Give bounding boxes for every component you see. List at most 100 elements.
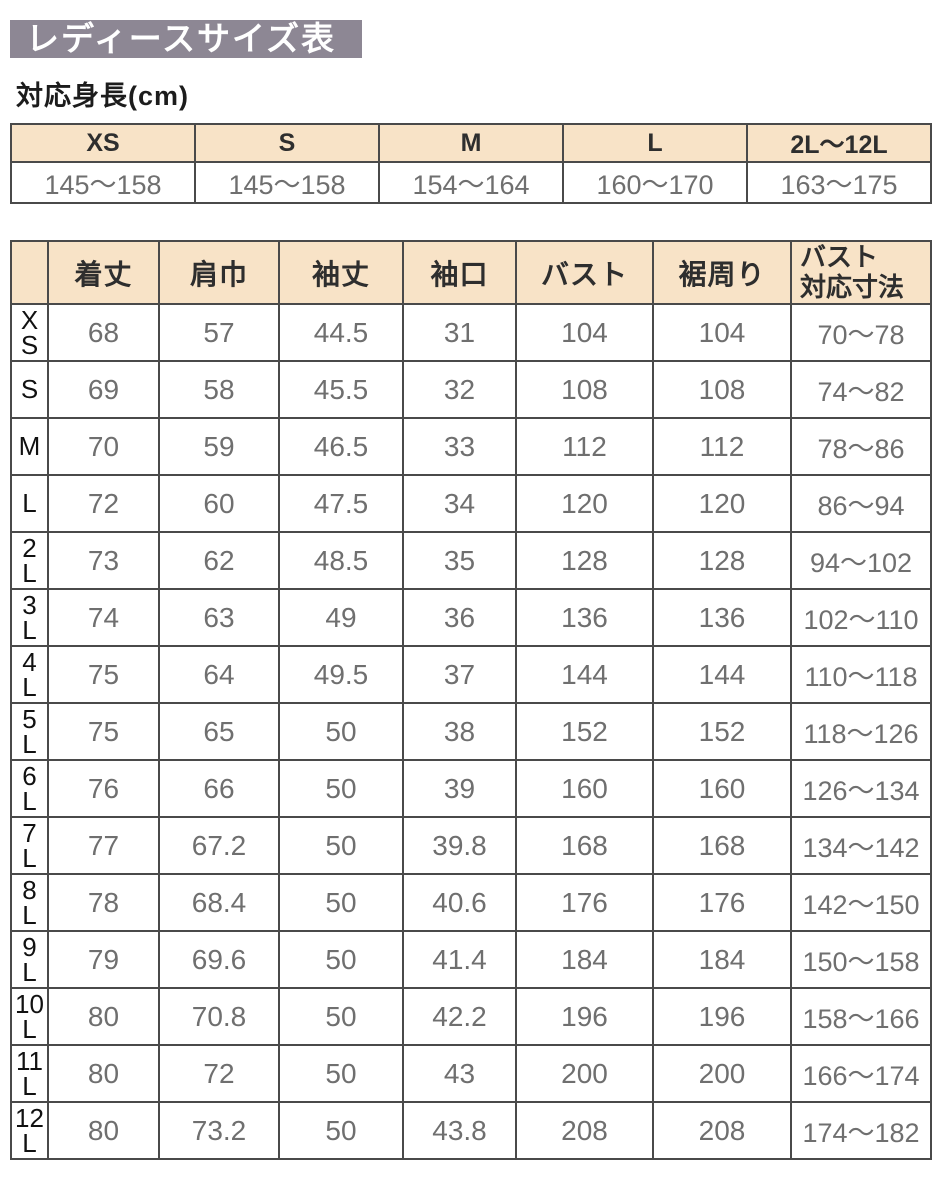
size-cell: 176 xyxy=(515,873,654,932)
height-table-value-row: 145～158 145～158 154～164 160～170 163～175 xyxy=(10,161,932,204)
size-cell: 112 xyxy=(515,417,654,476)
size-cell: 59 xyxy=(158,417,280,476)
size-cell: 45.5 xyxy=(278,360,404,419)
size-cell: 50 xyxy=(278,759,404,818)
size-cell: 50 xyxy=(278,1044,404,1103)
size-cell: 74 xyxy=(47,588,160,647)
size-cell: 73 xyxy=(47,531,160,590)
size-row: S 69 58 45.5 32 108 108 74～82 xyxy=(10,360,932,419)
size-row: 10 L 80 70.8 50 42.2 196 196 158～166 xyxy=(10,987,932,1046)
size-cell: 48.5 xyxy=(278,531,404,590)
size-cell: 42.2 xyxy=(402,987,517,1046)
size-cell: 108 xyxy=(652,360,792,419)
size-cell: 160 xyxy=(515,759,654,818)
size-cell: 69 xyxy=(47,360,160,419)
size-cell: 166～174 xyxy=(790,1044,932,1103)
size-cell: 37 xyxy=(402,645,517,704)
size-cell: 58 xyxy=(158,360,280,419)
size-cell: 50 xyxy=(278,987,404,1046)
size-cell: 86～94 xyxy=(790,474,932,533)
size-cell: 46.5 xyxy=(278,417,404,476)
size-cell: 72 xyxy=(158,1044,280,1103)
size-cell: 78 xyxy=(47,873,160,932)
size-cell: 208 xyxy=(652,1101,792,1160)
size-col-header: 肩巾 xyxy=(158,240,280,305)
size-cell: 120 xyxy=(652,474,792,533)
height-col-header: L xyxy=(562,123,748,163)
size-cell: 80 xyxy=(47,1101,160,1160)
size-cell: 184 xyxy=(652,930,792,989)
height-col-header: S xyxy=(194,123,380,163)
height-col-header: M xyxy=(378,123,564,163)
size-cell: 66 xyxy=(158,759,280,818)
size-cell: 68 xyxy=(47,303,160,362)
size-row: 9 L 79 69.6 50 41.4 184 184 150～158 xyxy=(10,930,932,989)
size-cell: 40.6 xyxy=(402,873,517,932)
size-cell: 38 xyxy=(402,702,517,761)
size-cell: 50 xyxy=(278,930,404,989)
size-cell: 104 xyxy=(652,303,792,362)
size-cell: 33 xyxy=(402,417,517,476)
size-cell: 126～134 xyxy=(790,759,932,818)
size-cell: 64 xyxy=(158,645,280,704)
size-row: 8 L 78 68.4 50 40.6 176 176 142～150 xyxy=(10,873,932,932)
size-cell: 152 xyxy=(652,702,792,761)
size-cell: 158～166 xyxy=(790,987,932,1046)
size-cell: 174～182 xyxy=(790,1101,932,1160)
size-cell: 50 xyxy=(278,1101,404,1160)
height-value-cell: 160～170 xyxy=(562,161,748,204)
page-title: レディースサイズ表 xyxy=(10,20,363,58)
size-cell: 31 xyxy=(402,303,517,362)
size-cell: 128 xyxy=(652,531,792,590)
size-cell: 43 xyxy=(402,1044,517,1103)
row-size-label: 11 L xyxy=(10,1044,49,1103)
size-cell: 39.8 xyxy=(402,816,517,875)
size-cell: 80 xyxy=(47,1044,160,1103)
row-size-label: 12 L xyxy=(10,1101,49,1160)
size-cell: 144 xyxy=(652,645,792,704)
height-value-cell: 145～158 xyxy=(10,161,196,204)
size-col-header: 着丈 xyxy=(47,240,160,305)
size-cell: 200 xyxy=(515,1044,654,1103)
size-cell: 65 xyxy=(158,702,280,761)
height-table-header-row: XS S M L 2L～12L xyxy=(10,123,932,163)
size-row: 11 L 80 72 50 43 200 200 166～174 xyxy=(10,1044,932,1103)
size-row: 3 L 74 63 49 36 136 136 102～110 xyxy=(10,588,932,647)
size-cell: 184 xyxy=(515,930,654,989)
size-cell: 70～78 xyxy=(790,303,932,362)
size-table: 着丈 肩巾 袖丈 袖口 バスト 裾周り バスト 対応寸法 X S 68 57 44.5 3… xyxy=(10,240,932,1160)
size-cell: 47.5 xyxy=(278,474,404,533)
size-cell: 75 xyxy=(47,645,160,704)
size-cell: 150～158 xyxy=(790,930,932,989)
size-cell: 68.4 xyxy=(158,873,280,932)
size-cell: 63 xyxy=(158,588,280,647)
size-cell: 142～150 xyxy=(790,873,932,932)
size-cell: 78～86 xyxy=(790,417,932,476)
size-cell: 50 xyxy=(278,873,404,932)
size-cell: 62 xyxy=(158,531,280,590)
size-col-header: 袖丈 xyxy=(278,240,404,305)
height-table: XS S M L 2L～12L 145～158 145～158 154～164 … xyxy=(10,123,932,204)
size-cell: 73.2 xyxy=(158,1101,280,1160)
size-cell: 120 xyxy=(515,474,654,533)
size-cell: 104 xyxy=(515,303,654,362)
size-cell: 49.5 xyxy=(278,645,404,704)
size-col-header: バスト 対応寸法 xyxy=(790,240,932,305)
size-cell: 60 xyxy=(158,474,280,533)
size-cell: 41.4 xyxy=(402,930,517,989)
size-table-body: X S 68 57 44.5 31 104 104 70～78 S 69 58 45.5 32 108 108… xyxy=(10,303,932,1160)
size-cell: 128 xyxy=(515,531,654,590)
size-row: M 70 59 46.5 33 112 112 78～86 xyxy=(10,417,932,476)
size-row: 2 L 73 62 48.5 35 128 128 94～102 xyxy=(10,531,932,590)
size-cell: 76 xyxy=(47,759,160,818)
row-size-label: 10 L xyxy=(10,987,49,1046)
size-cell: 110～118 xyxy=(790,645,932,704)
size-row: 4 L 75 64 49.5 37 144 144 110～118 xyxy=(10,645,932,704)
size-cell: 74～82 xyxy=(790,360,932,419)
